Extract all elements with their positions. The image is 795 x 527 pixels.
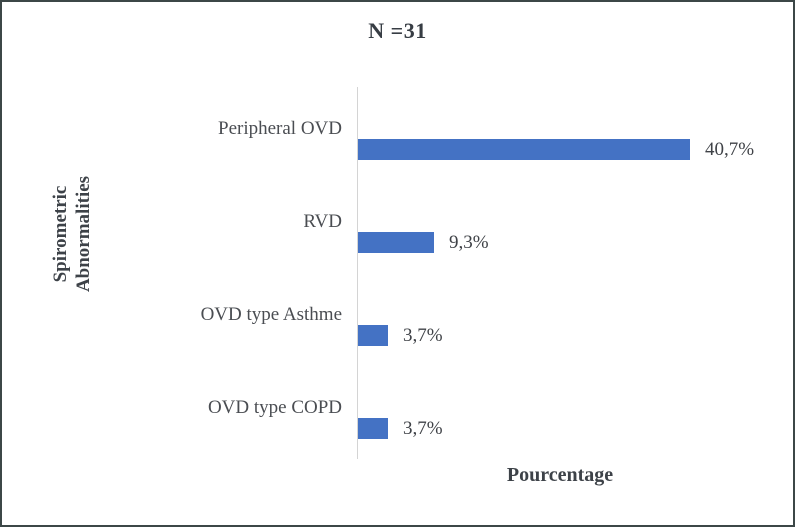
- chart-row: Peripheral OVD 40,7%: [218, 87, 777, 180]
- value-label: 3,7%: [403, 325, 443, 346]
- chart-row: RVD 9,3%: [303, 180, 777, 273]
- y-axis-title-line1: Spirometric: [50, 185, 71, 283]
- value-label: 3,7%: [403, 418, 443, 439]
- x-axis-title: Pourcentage: [506, 464, 614, 486]
- chart-row: OVD type Asthme 3,7%: [201, 273, 777, 366]
- chart-title: N =31: [368, 18, 427, 43]
- bar: [358, 418, 388, 439]
- bar: [358, 232, 434, 253]
- value-label: 40,7%: [705, 139, 755, 160]
- category-label: OVD type COPD: [207, 397, 342, 418]
- y-axis-title: Spirometric Abnormalities: [49, 176, 95, 292]
- bar: [358, 139, 690, 160]
- value-label: 9,3%: [449, 232, 489, 253]
- category-label: RVD: [303, 211, 342, 232]
- chart-rows: Peripheral OVD 40,7% RVD 9,3% OVD type Asthm…: [201, 87, 777, 459]
- chart-row: OVD type COPD 3,7%: [208, 366, 777, 459]
- y-axis-title-line2: Abnormalities: [73, 175, 94, 293]
- bar: [358, 325, 388, 346]
- category-axis-line: [357, 87, 358, 459]
- category-label: Peripheral OVD: [218, 118, 342, 139]
- category-label: OVD type Asthme: [200, 304, 342, 325]
